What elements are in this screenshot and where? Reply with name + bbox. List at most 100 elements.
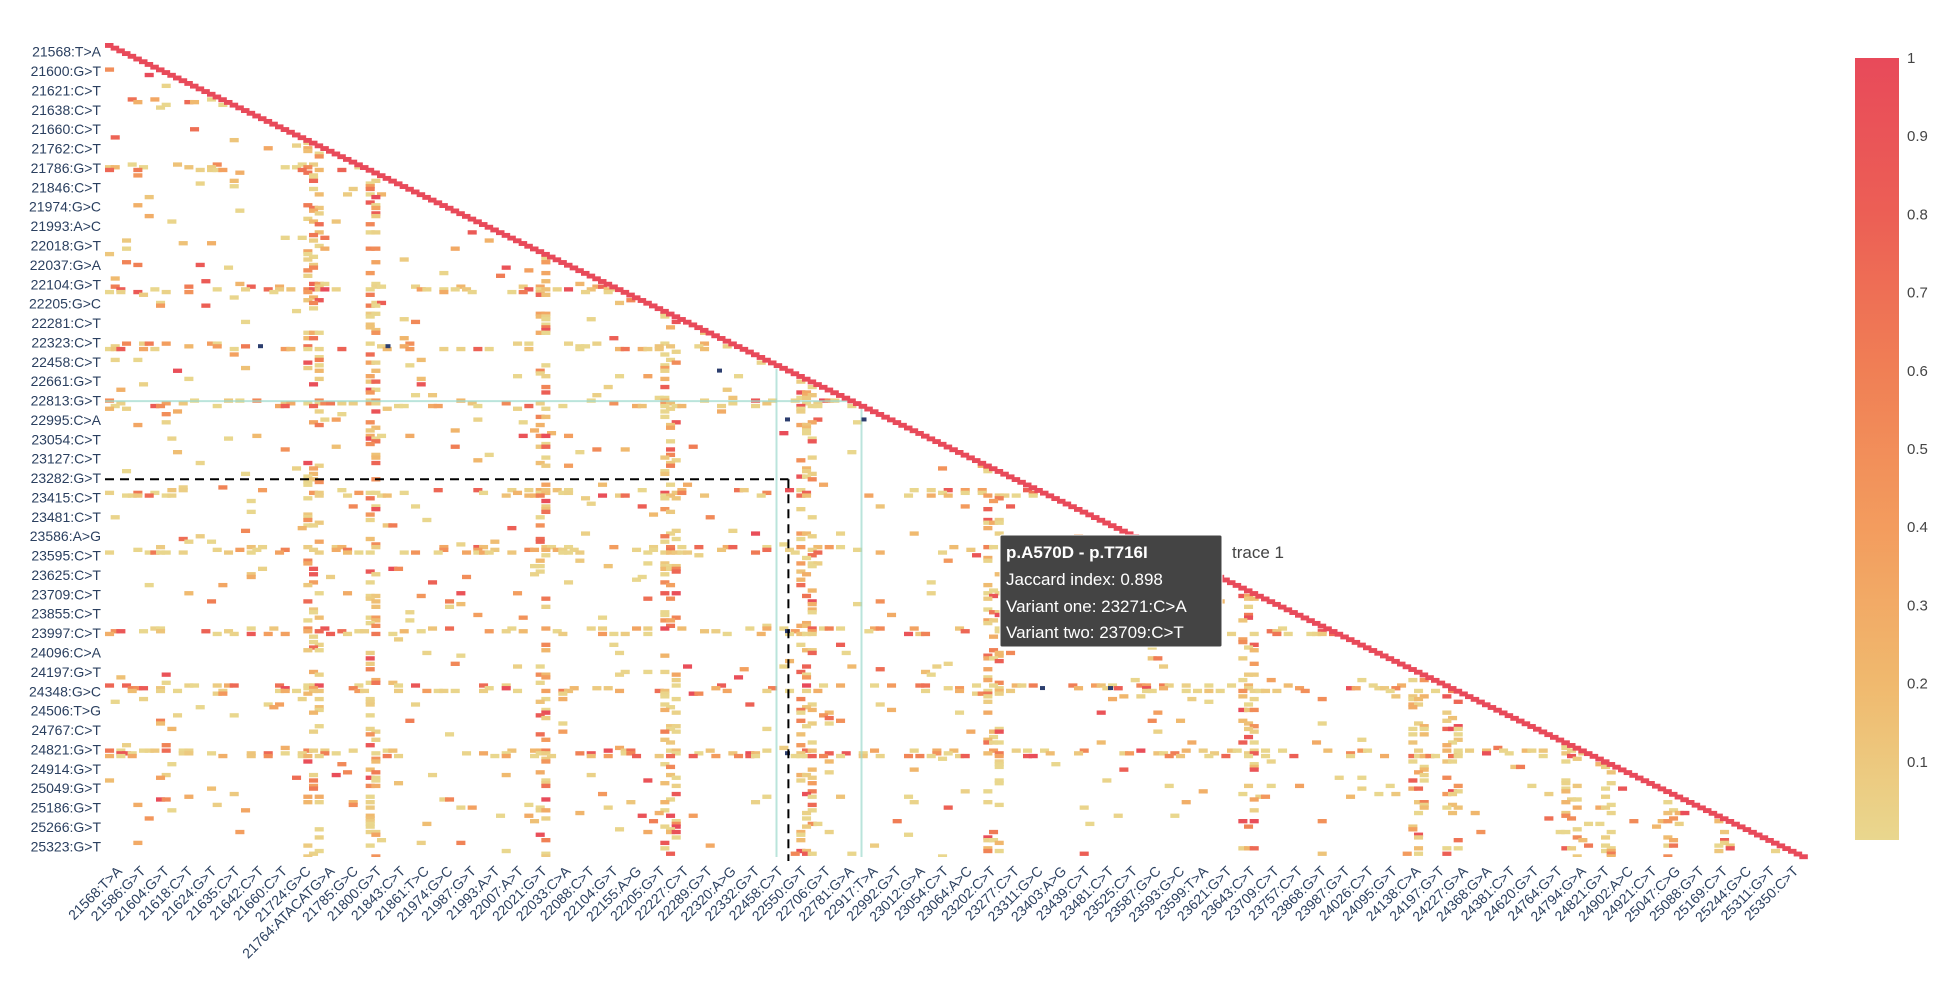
tooltip-trace-name: trace 1 [1232, 543, 1284, 562]
heatmap-cell [105, 490, 115, 496]
heatmap-cell [960, 504, 970, 509]
heatmap-cell [303, 496, 313, 501]
heatmap-cell [303, 257, 313, 262]
heatmap-cell [309, 610, 319, 615]
heatmap-cell [1312, 631, 1322, 637]
heatmap-cell [660, 762, 670, 767]
heatmap-cell [796, 832, 806, 837]
heatmap-cell [564, 688, 574, 694]
heatmap-cell [541, 330, 551, 335]
heatmap-cell [258, 544, 268, 550]
heatmap-cell [1606, 802, 1616, 808]
heatmap-cell [660, 808, 670, 813]
y-tick-label: 22323:C>T [31, 334, 101, 350]
heatmap-cell [994, 653, 1004, 658]
heatmap-cell [666, 406, 676, 411]
heatmap-cell [575, 810, 585, 816]
heatmap-cell [1414, 688, 1424, 694]
heatmap-cell [535, 832, 545, 837]
heatmap-cell [456, 346, 466, 352]
heatmap-cell [303, 148, 313, 154]
heatmap-cell [133, 167, 143, 173]
heatmap-cell [473, 417, 483, 422]
heatmap-cell [314, 281, 324, 287]
heatmap-cell [802, 474, 812, 479]
heatmap-cell [394, 637, 404, 642]
heatmap-cell [541, 509, 551, 515]
diagonal-cell [1091, 515, 1100, 520]
heatmap-cell [1584, 843, 1594, 848]
heatmap-cell [263, 702, 273, 707]
heatmap-cell [535, 680, 545, 685]
heatmap-cell [309, 186, 319, 192]
heatmap-cell [388, 523, 398, 528]
heatmap-cell [1238, 819, 1248, 824]
diagonal-cell [575, 268, 584, 274]
heatmap-cell [309, 265, 319, 270]
heatmap-cell [1601, 848, 1611, 854]
heatmap-cell [1442, 718, 1452, 723]
heatmap-cell [1516, 764, 1526, 770]
heatmap-cell [184, 751, 194, 756]
diagonal-cell [983, 463, 992, 469]
heatmap-cell [915, 753, 925, 759]
heatmap-cell [671, 751, 681, 756]
heatmap-cell [1572, 783, 1582, 789]
heatmap-cell [303, 618, 313, 623]
heatmap-cell [314, 330, 324, 335]
heatmap-cell [303, 482, 313, 487]
diagonal-cell [666, 311, 675, 317]
heatmap-cell [110, 346, 120, 352]
heatmap-cell [269, 705, 279, 710]
diagonal-cell [1527, 724, 1536, 729]
diagonal-cell [201, 89, 210, 95]
diagonal-cell [654, 306, 664, 312]
heatmap-cell [1567, 748, 1577, 753]
y-tick-label: 23595:C>T [31, 548, 101, 564]
heatmap-cell [1442, 851, 1452, 856]
diagonal-cell [1051, 496, 1060, 502]
heatmap-cell [1210, 751, 1220, 756]
heatmap-cell [615, 346, 625, 352]
heatmap-cell [212, 403, 222, 409]
heatmap-cell [994, 629, 1004, 634]
heatmap-cell [756, 631, 766, 637]
heatmap-cell [1414, 770, 1424, 775]
heatmap-cell [456, 653, 466, 658]
heatmap-cell [541, 490, 551, 496]
heatmap-cell [955, 686, 965, 691]
heatmap-cell [683, 664, 693, 669]
heatmap-cell [309, 471, 319, 477]
heatmap-cell [450, 246, 460, 251]
y-tick-label: 24914:G>T [31, 761, 102, 777]
heatmap-cell [167, 762, 177, 767]
heatmap-cell [1482, 748, 1492, 753]
heatmap-cell [1159, 751, 1169, 756]
heatmap-cell [1595, 762, 1605, 767]
heatmap-cell [700, 346, 710, 352]
heatmap-cell [983, 607, 993, 612]
heatmap-cell [292, 143, 302, 148]
heatmap-cell [348, 186, 358, 192]
diagonal-cell [1374, 650, 1383, 656]
heatmap-cell [1663, 835, 1673, 840]
heatmap-cell [666, 829, 676, 835]
heatmap-cell [983, 694, 993, 699]
diagonal-cell [892, 420, 902, 426]
heatmap-cell [411, 683, 421, 688]
heatmap-cell [802, 648, 812, 653]
heatmap-cell [303, 336, 313, 341]
heatmap-cell [671, 775, 681, 780]
heatmap-cell [156, 105, 166, 110]
heatmap-cell [343, 550, 353, 555]
heatmap-cell [671, 824, 681, 829]
heatmap-cell [535, 699, 545, 704]
heatmap-cell [666, 460, 676, 466]
heatmap-cell [309, 580, 319, 585]
heatmap-cell [796, 718, 806, 723]
heatmap-cell [1181, 748, 1191, 753]
heatmap-cell [133, 802, 143, 808]
heatmap-area[interactable] [105, 67, 1781, 858]
diagonal-cell [1691, 802, 1701, 808]
heatmap-cell [1102, 778, 1112, 783]
